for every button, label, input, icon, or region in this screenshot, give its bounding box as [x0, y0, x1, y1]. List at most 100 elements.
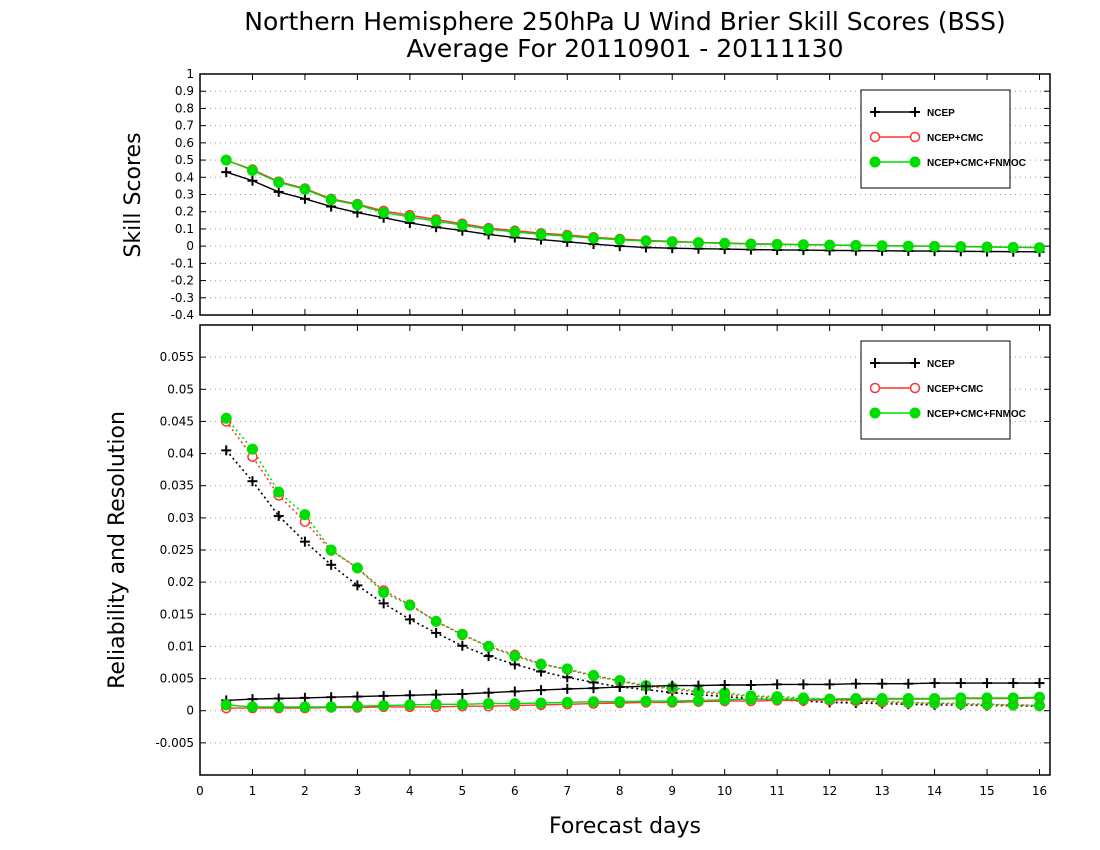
bottom-x-tick-label: 12	[822, 784, 837, 798]
top-series-2-point	[614, 234, 626, 246]
bottom-series-5-point	[351, 700, 363, 712]
top-series-2-point	[876, 240, 888, 252]
bottom-series-5-point	[325, 701, 337, 713]
top-y-tick-label: -0.1	[171, 256, 194, 270]
top-y-tick-label: 0.5	[175, 153, 194, 167]
bottom-y-tick-label: 0.025	[160, 543, 194, 557]
bottom-series-5-point	[745, 693, 757, 705]
top-legend-label: NCEP+CMC	[927, 133, 983, 144]
bottom-series-5-point	[456, 698, 468, 710]
bottom-series-2-point	[325, 544, 337, 556]
top-series-2-point	[981, 241, 993, 253]
top-legend-marker-a	[869, 131, 881, 143]
top-series-2-point	[850, 239, 862, 251]
bottom-series-5-point	[719, 694, 731, 706]
bottom-y-tick-label: 0.04	[167, 447, 194, 461]
bottom-series-2-point	[561, 663, 573, 675]
bottom-series-5-point	[929, 693, 941, 704]
bottom-series-2-point	[351, 562, 363, 574]
top-series-2-point	[797, 239, 809, 251]
bottom-legend-marker-b	[909, 407, 921, 419]
bottom-series-2-point	[378, 586, 390, 598]
top-legend-label: NCEP	[927, 108, 955, 119]
top-series-2-point	[273, 176, 285, 188]
bottom-series-2-point	[509, 650, 521, 662]
bottom-series-5-point	[771, 693, 783, 705]
bottom-series-2-point	[535, 658, 547, 670]
bottom-series-line-2	[225, 417, 1040, 707]
bottom-x-tick-label: 14	[927, 784, 942, 798]
bottom-x-tick-label: 2	[301, 784, 309, 798]
bottom-series-line-1	[225, 420, 1040, 707]
top-series-2-point	[246, 164, 258, 176]
bottom-series-2-point	[456, 628, 468, 640]
bottom-series-5-point	[273, 701, 285, 713]
bottom-x-tick-label: 7	[563, 784, 571, 798]
bottom-series-5-point	[404, 699, 416, 711]
bottom-legend-label: NCEP+CMC	[927, 384, 983, 395]
top-series-2-point	[824, 239, 836, 251]
bottom-x-tick-label: 5	[459, 784, 467, 798]
top-y-tick-label: -0.3	[171, 291, 194, 305]
top-series-2-point	[483, 223, 495, 235]
top-y-tick-label: 0.3	[175, 188, 194, 202]
top-y-tick-label: -0.2	[171, 274, 194, 288]
bottom-series-5-point	[640, 695, 652, 707]
bottom-series-5-point	[299, 701, 311, 713]
bottom-series-5-point	[824, 693, 836, 705]
bottom-legend-box	[860, 340, 1011, 440]
bottom-x-tick-label: 16	[1032, 784, 1047, 798]
bottom-series-5-point	[561, 696, 573, 708]
top-y-axis-title: Skill Scores	[121, 132, 146, 257]
bottom-series-2-point	[273, 486, 285, 498]
top-plot-frame	[199, 73, 1051, 316]
top-legend-marker-b	[909, 156, 921, 168]
top-series-2-point	[929, 240, 941, 252]
top-y-tick-label: -0.4	[171, 308, 194, 322]
bottom-x-tick-label: 8	[616, 784, 624, 798]
bottom-legend-marker-a	[869, 407, 881, 419]
chart-title: Northern Hemisphere 250hPa U Wind Brier …	[244, 7, 1005, 36]
top-y-tick-label: 0	[186, 239, 194, 253]
top-y-tick-label: 0.9	[175, 84, 194, 98]
top-y-tick-label: 0.8	[175, 101, 194, 115]
bottom-series-5-point	[955, 692, 967, 704]
bottom-series-5-point	[1034, 691, 1046, 703]
bottom-series-5-point	[1007, 692, 1019, 704]
top-panel: -0.4 -0.3 -0.2 -0.1 0 0.1 0.2 0.3 0.4 0.5 0.6 0.7 0.…	[171, 67, 1051, 322]
top-series-2-point	[719, 237, 731, 249]
top-series-2-point	[325, 194, 337, 206]
bottom-y-tick-label: 0.01	[167, 639, 194, 653]
bottom-legend-marker-a	[869, 382, 881, 394]
bottom-x-tick-label: 6	[511, 784, 519, 798]
bottom-y-tick-label: 0	[186, 704, 194, 718]
bottom-series-5-point	[614, 696, 626, 708]
bottom-series-5-point	[902, 693, 914, 704]
top-series-2-point	[535, 228, 547, 240]
bottom-series-5-point	[483, 698, 495, 710]
bottom-series-2-point	[299, 509, 311, 521]
bottom-series-5-point	[246, 701, 258, 713]
top-series-2-point	[955, 241, 967, 253]
bottom-y-tick-label: 0.02	[167, 575, 194, 589]
bottom-series-5-point	[588, 696, 600, 708]
bottom-x-tick-label: 4	[406, 784, 414, 798]
bottom-series-2-point	[220, 412, 232, 424]
top-series-2-point	[771, 238, 783, 250]
top-series-2-point	[404, 211, 416, 223]
bottom-y-tick-label: 0.015	[160, 607, 194, 621]
bottom-series-5-point	[876, 693, 888, 704]
chart-subtitle: Average For 20110901 - 20111130	[406, 34, 843, 63]
top-y-tick-label: 0.6	[175, 136, 194, 150]
bottom-x-tick-label: 11	[770, 784, 785, 798]
top-y-tick-label: 0.7	[175, 119, 194, 133]
bottom-series-5-point	[981, 692, 993, 704]
bottom-legend-label: NCEP+CMC+FNMOC	[927, 409, 1026, 420]
bottom-series-5-point	[220, 699, 232, 711]
top-series-2-point	[902, 240, 914, 252]
bottom-y-axis-title: Reliability and Resolution	[105, 411, 130, 689]
bottom-series-2-point	[430, 615, 442, 627]
bottom-x-tick-label: 15	[979, 784, 994, 798]
bottom-series-line-0	[225, 449, 1040, 707]
